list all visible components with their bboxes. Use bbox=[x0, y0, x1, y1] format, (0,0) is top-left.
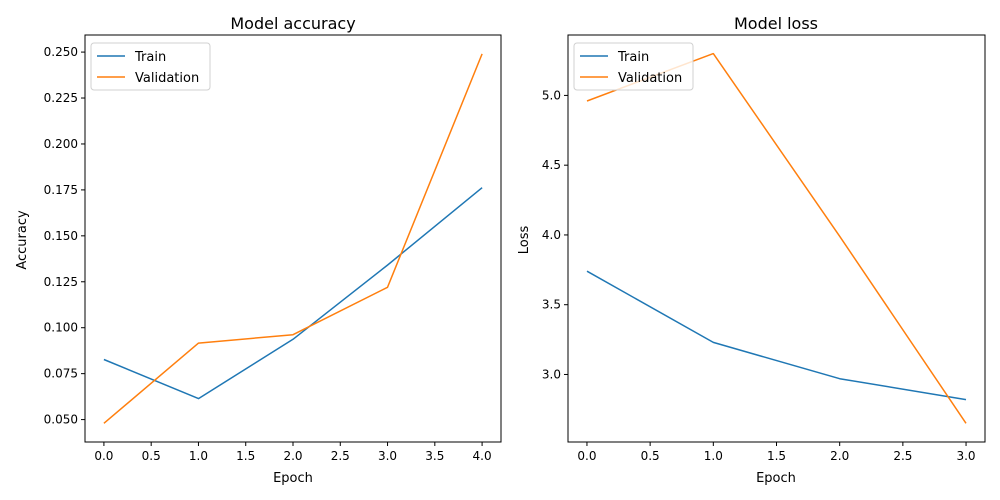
y-tick-label: 4.0 bbox=[542, 228, 561, 242]
x-tick-label: 2.5 bbox=[893, 449, 912, 463]
plot-frame bbox=[84, 34, 502, 443]
legend: Train Validation bbox=[573, 42, 694, 91]
y-tick-label: 0.200 bbox=[44, 137, 78, 151]
x-tick-label: 2.0 bbox=[830, 449, 849, 463]
legend-box bbox=[573, 42, 694, 91]
y-tick-label: 4.5 bbox=[542, 158, 561, 172]
y-tick-label: 3.5 bbox=[542, 298, 561, 312]
x-axis-label: Epoch bbox=[756, 471, 796, 486]
x-tick-label: 4.0 bbox=[473, 449, 492, 463]
legend-label-validation: Validation bbox=[618, 71, 682, 86]
series-line-train bbox=[586, 270, 967, 401]
y-tick-label: 0.150 bbox=[44, 229, 78, 243]
x-tick-label: 0.5 bbox=[641, 449, 660, 463]
legend-box bbox=[90, 42, 211, 91]
y-tick-label: 5.0 bbox=[542, 88, 561, 102]
x-tick-label: 3.0 bbox=[956, 449, 975, 463]
y-tick-label: 3.0 bbox=[542, 367, 561, 381]
x-tick-label: 1.0 bbox=[704, 449, 723, 463]
plot-frame bbox=[567, 34, 986, 443]
y-tick-label: 0.050 bbox=[44, 413, 78, 427]
x-tick-label: 1.5 bbox=[236, 449, 255, 463]
x-tick-label: 1.5 bbox=[767, 449, 786, 463]
y-axis-label: Accuracy bbox=[15, 210, 30, 270]
x-tick-label: 0.0 bbox=[577, 449, 596, 463]
x-tick-label: 0.5 bbox=[142, 449, 161, 463]
x-tick-label: 3.0 bbox=[378, 449, 397, 463]
y-tick-label: 0.250 bbox=[44, 45, 78, 59]
legend-label-train: Train bbox=[617, 50, 649, 65]
series-line-train bbox=[103, 187, 483, 400]
x-axis-label: Epoch bbox=[273, 471, 313, 486]
loss-chart: Model loss Epoch Loss 0.0 0.5 1.0 1.5 2.0 2.5… bbox=[517, 14, 986, 486]
x-tick-label: 0.0 bbox=[94, 449, 113, 463]
accuracy-chart: Model accuracy Epoch Accuracy 0.0 0.5 1.0 1… bbox=[15, 14, 502, 486]
x-tick-label: 2.5 bbox=[331, 449, 350, 463]
x-tick-label: 1.0 bbox=[189, 449, 208, 463]
y-tick-label: 0.075 bbox=[44, 367, 78, 381]
y-axis-label: Loss bbox=[517, 226, 532, 255]
chart-title: Model loss bbox=[734, 14, 818, 33]
y-tick-label: 0.100 bbox=[44, 321, 78, 335]
y-tick-label: 0.175 bbox=[44, 183, 78, 197]
x-tick-label: 3.5 bbox=[425, 449, 444, 463]
chart-title: Model accuracy bbox=[230, 14, 355, 33]
y-tick-label: 0.125 bbox=[44, 275, 78, 289]
y-tick-label: 0.225 bbox=[44, 91, 78, 105]
legend-label-train: Train bbox=[134, 50, 166, 65]
legend: Train Validation bbox=[90, 42, 211, 91]
x-tick-label: 2.0 bbox=[283, 449, 302, 463]
legend-label-validation: Validation bbox=[135, 71, 199, 86]
